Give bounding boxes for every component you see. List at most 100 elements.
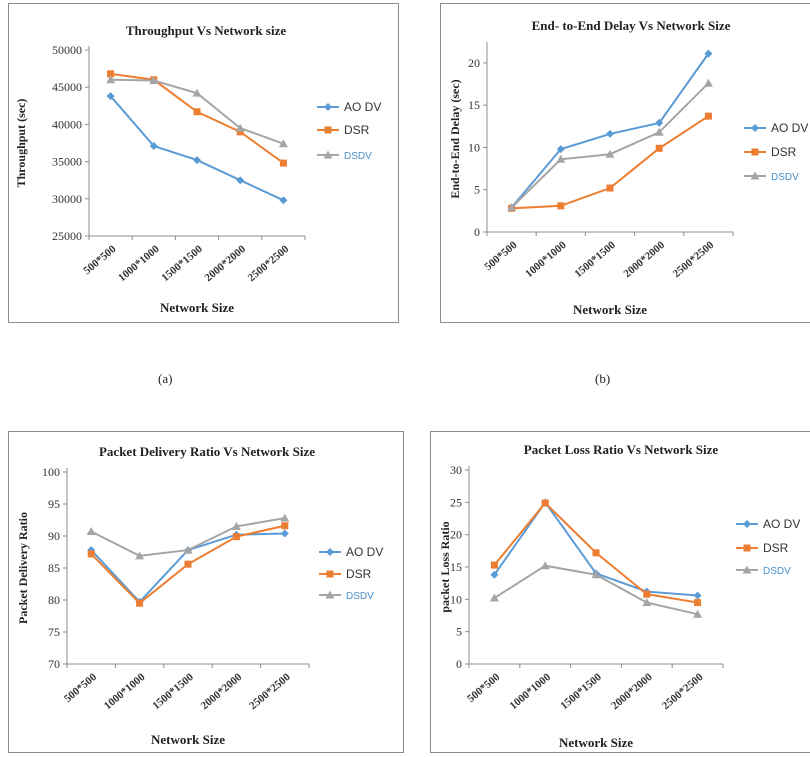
throughput-xtick-label: 1000*1000 [116,243,162,284]
delay-aodv-point [556,145,565,154]
pdr-dsr-point [232,533,240,541]
chart-svg-throughput: Throughput Vs Network size Throughput (se… [14,23,381,315]
pdr-xlabel: Network Size [151,732,225,747]
plr-ytick-label: 15 [450,560,462,574]
delay-legend-dsdv-marker [750,171,760,180]
chart-panel-throughput: Throughput Vs Network size Throughput (se… [8,3,399,323]
throughput-legend-aodv-marker [324,103,332,111]
plr-legend-dsdv-marker [742,565,752,574]
pdr-legend-dsdv-label: DSDV [346,591,374,602]
plr-xtick-label: 1000*1000 [507,671,553,712]
pdr-xtick-label: 2000*2000 [199,671,245,712]
chart-svg-delay: End- to-End Delay Vs Network Size End-to-… [448,18,808,317]
plr-xlabel: Network Size [559,735,633,750]
delay-xtick-label: 2000*2000 [621,239,667,280]
pdr-dsdv-point [231,521,241,530]
throughput-aodv-point [279,196,288,205]
pdr-dsr-point [136,599,144,607]
pdr-legend-dsdv-marker [325,590,335,599]
plr-legend-dsr-label: DSR [763,541,789,555]
delay-dsr-point [655,144,663,152]
throughput-legend-dsr-marker [324,126,332,134]
plr-aodv-line [493,500,698,597]
throughput-legend-dsdv-label: DSDV [344,151,372,162]
plr-ytick-label: 20 [450,528,462,542]
pdr-dsr-point [281,522,289,530]
pdr-aodv-point [87,546,96,555]
pdr-ytick-label: 80 [48,593,60,607]
delay-legend-aodv-marker [751,124,759,132]
chart-panel-delay: End- to-End Delay Vs Network Size End-to-… [440,3,810,323]
pdr-legend-aodv-marker [326,548,334,556]
throughput-legend-dsr-label: DSR [344,123,370,137]
pdr-dsr-point [184,560,192,568]
throughput-dsr-line [110,72,284,164]
pdr-ytick-label: 75 [48,625,60,639]
plr-aodv-point [490,570,499,579]
plr-ylabel: packet Loss Ratio [438,521,452,612]
delay-aodv-point [655,118,664,127]
delay-ytick-label: 15 [468,98,480,112]
delay-dsdv-point [556,154,566,163]
delay-dsdv-point [605,149,615,158]
throughput-dsdv-point [235,123,245,132]
delay-aodv-point [606,129,614,138]
throughput-aodv-point [236,176,245,185]
pdr-aodv-point [280,529,289,538]
plr-dsr-point [541,499,549,507]
pdr-ytick-label: 95 [48,497,60,511]
throughput-dsdv-point [149,76,159,85]
delay-ytick-label: 5 [474,183,480,197]
pdr-ylabel: Packet Delivery Ratio [16,512,30,624]
pdr-ytick-label: 70 [48,657,60,671]
delay-dsr-point [557,202,565,210]
delay-dsdv-point [507,202,517,211]
plr-dsdv-point [693,609,703,618]
throughput-ytick-label: 30000 [52,192,82,206]
throughput-ytick-label: 25000 [52,229,82,243]
pdr-xtick-label: 1000*1000 [102,671,148,712]
delay-ylabel: End-to-End Delay (sec) [448,79,462,198]
throughput-aodv-point [106,92,115,101]
caption-b: (b) [595,371,611,386]
throughput-legend-aodv-label: AO DV [344,100,381,114]
throughput-xtick-label: 2000*2000 [202,243,248,284]
pdr-aodv-line [90,532,285,604]
pdr-dsdv-point [183,545,193,554]
chart-panel-plr: Packet Loss Ratio Vs Network Size packet … [430,431,810,753]
plr-legend-dsdv-label: DSDV [763,566,791,577]
plr-ytick-label: 5 [456,625,462,639]
throughput-legend-dsdv-marker [323,150,333,159]
throughput-title: Throughput Vs Network size [126,23,286,38]
pdr-xtick-label: 1500*1500 [150,671,196,712]
plr-legend-aodv-label: AO DV [763,517,800,531]
delay-dsr-point [704,112,712,120]
throughput-dsr-point [193,108,201,116]
throughput-dsr-point [107,70,115,78]
plr-dsr-point [694,599,702,607]
plr-dsr-point [643,590,651,598]
plr-xtick-label: 2500*2500 [660,671,706,712]
delay-ytick-label: 0 [474,225,480,239]
delay-legend-dsdv-label: DSDV [771,172,799,183]
delay-ytick-label: 20 [468,56,480,70]
plr-dsr-point [592,549,600,557]
throughput-aodv-point [193,156,201,165]
pdr-xtick-label: 2500*2500 [247,671,293,712]
throughput-xtick-label: 1500*1500 [159,243,205,284]
throughput-ytick-label: 40000 [52,117,82,131]
chart-panel-pdr: Packet Delivery Ratio Vs Network Size Pac… [8,431,404,753]
delay-ytick-label: 10 [468,140,480,154]
plr-ytick-label: 0 [456,657,462,671]
plr-xtick-label: 2000*2000 [609,671,655,712]
plr-xtick-label: 500*500 [465,671,503,705]
pdr-dsdv-point [86,527,96,536]
delay-legend-aodv-label: AO DV [771,121,808,135]
plr-xtick-label: 1500*1500 [558,671,604,712]
plr-ytick-label: 30 [450,463,462,477]
plr-title: Packet Loss Ratio Vs Network Size [524,442,719,457]
delay-xtick-label: 1000*1000 [523,239,569,280]
plr-ytick-label: 25 [450,495,462,509]
throughput-ytick-label: 35000 [52,155,82,169]
throughput-xtick-label: 500*500 [81,243,119,277]
